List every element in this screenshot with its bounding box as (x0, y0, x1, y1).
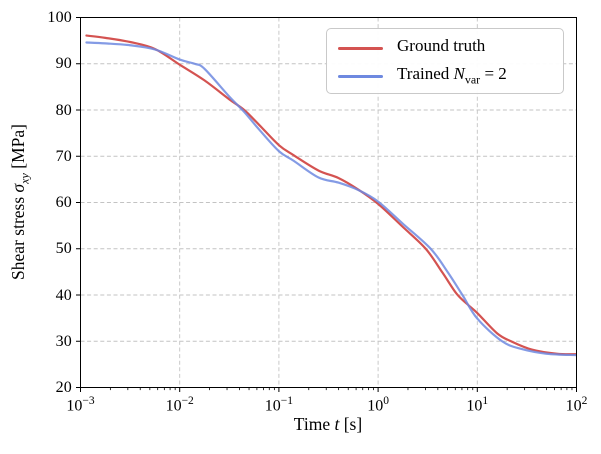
x-tick-label: 102 (565, 395, 588, 415)
sigma-symbol: σ (8, 183, 28, 193)
y-axis-label-text: Shear stress (8, 192, 28, 280)
y-axis-unit: [MPa] (8, 124, 28, 174)
x-axis-label: Time t [s] (178, 414, 478, 435)
ground-truth-line-swatch (338, 46, 383, 50)
y-tick-label: 90 (55, 55, 72, 73)
y-tick-label: 50 (55, 240, 72, 258)
x-tick-label: 101 (466, 395, 489, 415)
y-tick-label: 40 (55, 286, 72, 304)
y-tick-label: 20 (55, 379, 72, 396)
x-tick-label: 100 (367, 395, 389, 415)
legend-entry-ground-truth: Ground truth (338, 34, 563, 62)
x-tick-label: 10−3 (66, 395, 95, 415)
legend: Ground truth Trained Nvar = 2 (326, 28, 564, 94)
trained-model-curve (85, 41, 577, 357)
y-tick-label: 100 (47, 9, 72, 26)
x-axis-unit: [s] (339, 414, 363, 434)
legend-label-ground-truth: Ground truth (397, 36, 486, 56)
y-tick-label: 70 (55, 147, 72, 165)
y-tick-label: 60 (55, 194, 72, 211)
time-symbol: t (334, 414, 340, 434)
trained-line-swatch (338, 74, 383, 78)
y-tick-label: 80 (55, 101, 72, 119)
x-axis-label-text: Time (293, 414, 335, 434)
x-tick-label: 10−1 (264, 395, 294, 415)
y-tick-label: 30 (55, 332, 72, 350)
ground-truth-curve (85, 34, 577, 356)
sigma-subscript: xy (17, 173, 32, 184)
legend-label-trained: Trained Nvar = 2 (397, 64, 507, 87)
y-axis-label: Shear stress σxy [MPa] (7, 51, 32, 353)
x-tick-label: 10−2 (165, 395, 194, 415)
legend-entry-trained: Trained Nvar = 2 (338, 62, 563, 90)
